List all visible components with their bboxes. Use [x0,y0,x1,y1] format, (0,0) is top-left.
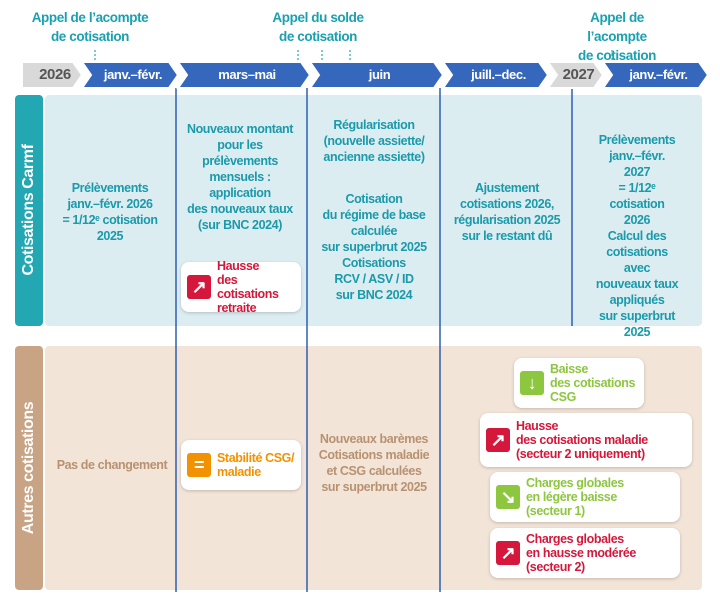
callout-text: Charges globales en hausse modérée (sect… [526,532,636,574]
timeline-label: mars–mai [218,67,276,82]
callout: = Stabilité CSG/ maladie [181,440,301,490]
callout: ↗ Hausse des cotisations retraite [181,259,301,315]
row-title: Cotisations Carmf [20,144,37,276]
cell-text: Calcul des cotisations avec nouveaux tau… [595,229,679,339]
cell-text: Prélèvements janv.–févr. 2027 = 1/12ᵉ co… [598,133,676,227]
callout-icon: ↗ [496,541,520,565]
cell-text: Cotisation du régime de base calculée su… [321,192,427,302]
cell-text: Régularisation (nouvelle assiette/ ancie… [323,118,425,164]
row-tab [15,95,43,326]
timeline-segment [546,61,605,89]
callout-icon: ↓ [520,371,544,395]
callout-text: Hausse des cotisations maladie (secteur … [516,419,648,461]
timeline-segment [176,61,312,89]
timeline-label: 2026 [39,66,71,83]
timeline-label: 2027 [562,66,595,83]
timeline-label: juin [368,67,391,82]
callout-icon: ↘ [496,485,520,509]
callout: ↗ Charges globales en hausse modérée (sec… [490,528,680,578]
callout: ↗ Hausse des cotisations maladie (secteur… [480,413,692,467]
cell-text: Nouveaux montant pour les prélèvements m… [186,122,294,232]
callout-text: Stabilité CSG/ maladie [217,451,295,479]
callout-icon: ↗ [486,428,510,452]
header-label: Appel de l’acompte de cotisation [577,10,657,63]
callout-text: Hausse des cotisations retraite [217,259,279,315]
call-arrows [94,50,613,60]
timeline-segment [601,61,710,89]
timeline-segment [441,61,550,89]
cell-text: Pas de changement [56,458,168,472]
callout-text: Baisse des cotisations CSG [550,362,635,404]
cell-text: Prélèvements janv.–févr. 2026 = 1/12ᵉ co… [62,181,158,243]
cell-text: Nouveaux barèmes Cotisations maladie et … [318,432,430,494]
timeline-label: janv.–févr. [103,67,163,82]
header-label: Appel de l’acompte de cotisation [31,10,149,44]
column-lines [175,88,573,592]
timeline-label: juill.–dec. [471,67,526,82]
callout-icon: = [187,453,211,477]
header-label: Appel du solde de cotisation [272,10,364,44]
callout-icon: ↗ [187,275,211,299]
row-title: Autres cotisations [20,401,37,535]
timeline-segment [80,61,180,89]
cell-text: Ajustement cotisations 2026, régularisat… [453,181,561,243]
row-tab [15,346,43,590]
callout: ↘ Charges globales en légère baisse (sect… [490,472,680,522]
timeline-segment [308,61,445,89]
timeline-segment [21,61,84,89]
callout-text: Charges globales en légère baisse (secte… [526,476,624,518]
timeline-label: janv.–févr. [629,67,688,82]
callout: ↓ Baisse des cotisations CSG [514,358,644,408]
